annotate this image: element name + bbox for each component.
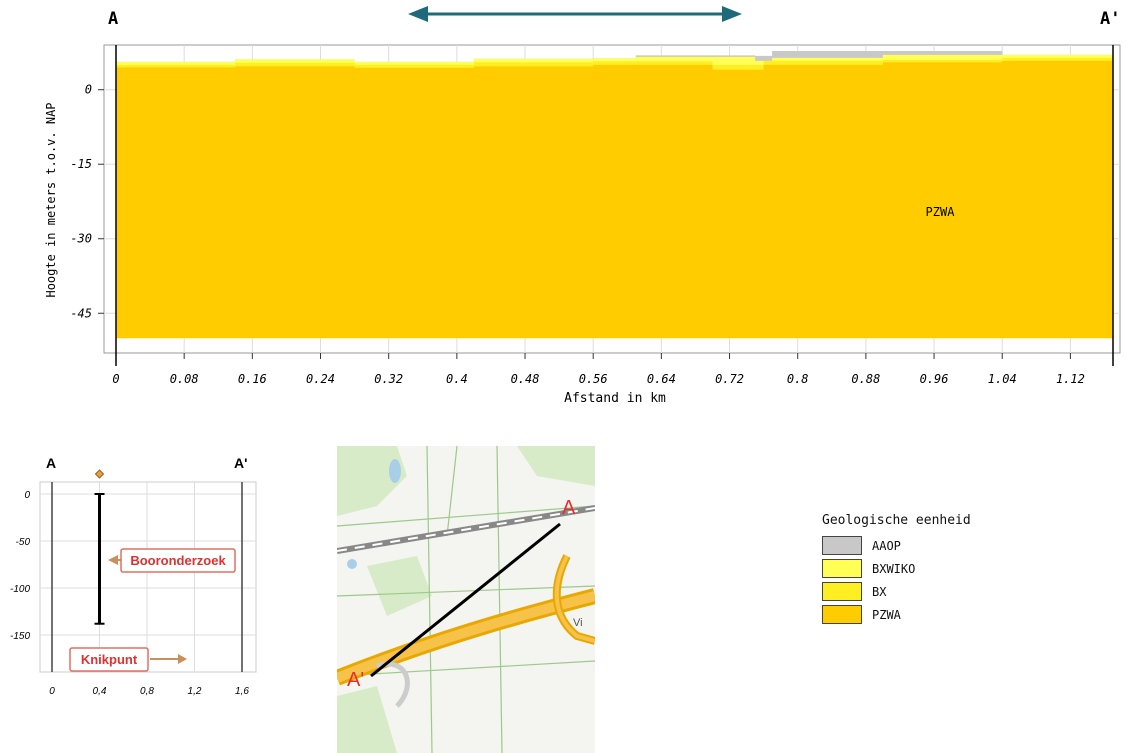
unit-label-pzwa: PZWA <box>926 205 956 219</box>
cross-section-chart: A A' 0 0.08 0.16 0.24 0.32 0.4 0.48 0.56 0.64 0.7… <box>44 6 1121 406</box>
callout-arrow-icon <box>178 654 187 664</box>
legend: Geologische eenheid AAOP BXWIKO BX PZWA <box>822 513 1082 626</box>
map-green-area <box>337 446 407 516</box>
x-axis-label: Afstand in km <box>564 391 666 406</box>
section-line <box>370 522 561 678</box>
map-place-text: Vi <box>573 617 583 629</box>
boring-marker <box>94 469 105 625</box>
x-tick-label: 0.72 <box>715 372 744 386</box>
map-water <box>389 459 401 483</box>
legend-swatch <box>822 582 862 601</box>
mini-y-tick-label: 0 <box>24 490 30 501</box>
mini-ticks: 0 0,4 0,8 1,2 1,6 0 -50 -100 -150 <box>10 490 249 697</box>
x-tick-label: 0.08 <box>170 372 199 386</box>
location-map: Vi A A' <box>337 446 595 753</box>
legend-item-bxwiko: BXWIKO <box>822 557 1082 580</box>
mini-end-label: A' <box>234 455 247 471</box>
x-tick-label: 1.12 <box>1056 372 1085 386</box>
mini-y-tick-label: -50 <box>16 537 31 548</box>
mini-x-tick-label: 0,8 <box>140 686 154 697</box>
legend-label: PZWA <box>872 607 901 622</box>
section-end-label: A' <box>1100 9 1120 29</box>
y-tick-label: 0 <box>85 83 92 97</box>
x-tick-label: 0.32 <box>374 372 403 386</box>
mini-x-tick-label: 1,6 <box>235 686 249 697</box>
layers <box>116 51 1113 339</box>
x-tick-label: 0.88 <box>851 372 880 386</box>
boring-overview-chart: A A' 0 0,4 0,8 1,2 1,6 0 -50 -100 -150 Booronder… <box>10 455 257 697</box>
legend-item-pzwa: PZWA <box>822 603 1082 626</box>
y-tick-label: -30 <box>70 232 92 246</box>
mini-grid <box>39 481 257 673</box>
callout-arrow-icon <box>108 555 118 565</box>
mini-start-label: A <box>46 455 56 471</box>
y-axis-ticks: 0 -15 -30 -45 <box>70 83 104 320</box>
boring-location-icon <box>94 469 105 479</box>
x-tick-label: 0 <box>112 372 119 386</box>
section-start-label: A <box>108 9 118 29</box>
legend-label: BXWIKO <box>872 561 916 576</box>
legend-swatch <box>822 605 862 624</box>
mini-x-tick-label: 0 <box>49 686 55 697</box>
map-label-a: A <box>562 497 576 519</box>
x-tick-label: 0.8 <box>787 372 809 386</box>
mini-x-tick-label: 0,4 <box>93 686 107 697</box>
x-tick-label: 0.64 <box>647 372 676 386</box>
legend-swatch <box>822 559 862 578</box>
x-tick-label: 0.56 <box>579 372 608 386</box>
booronderzoek-label: Booronderzoek <box>130 553 226 568</box>
legend-title: Geologische eenheid <box>822 513 971 528</box>
x-tick-label: 0.96 <box>920 372 949 386</box>
knikpunt-callout: Knikpunt <box>69 647 187 672</box>
x-tick-label: 1.04 <box>988 372 1017 386</box>
mini-y-tick-label: -100 <box>10 584 30 595</box>
x-tick-label: 0.48 <box>511 372 540 386</box>
mini-y-tick-label: -150 <box>10 631 30 642</box>
legend-item-aaop: AAOP <box>822 534 1082 557</box>
knikpunt-label: Knikpunt <box>81 652 138 667</box>
legend-swatch <box>822 536 862 555</box>
legend-label: BX <box>872 584 887 599</box>
x-tick-label: 0.24 <box>306 372 335 386</box>
legend-item-bx: BX <box>822 580 1082 603</box>
map-label-a-prime: A' <box>347 669 364 691</box>
double-arrow-icon <box>408 6 742 22</box>
x-tick-label: 0.16 <box>238 372 267 386</box>
legend-label: AAOP <box>872 538 901 553</box>
y-axis-label: Hoogte in meters t.o.v. NAP <box>44 102 58 297</box>
x-axis-ticks: 0 0.08 0.16 0.24 0.32 0.4 0.48 0.56 0.64 0.72 0.8 0… <box>112 353 1085 386</box>
x-tick-label: 0.4 <box>446 372 468 386</box>
y-tick-label: -15 <box>70 157 92 171</box>
mini-x-tick-label: 1,2 <box>188 686 202 697</box>
y-tick-label: -45 <box>70 306 92 320</box>
booronderzoek-callout: Booronderzoek <box>108 548 236 573</box>
layer-pzwa <box>116 60 1113 339</box>
